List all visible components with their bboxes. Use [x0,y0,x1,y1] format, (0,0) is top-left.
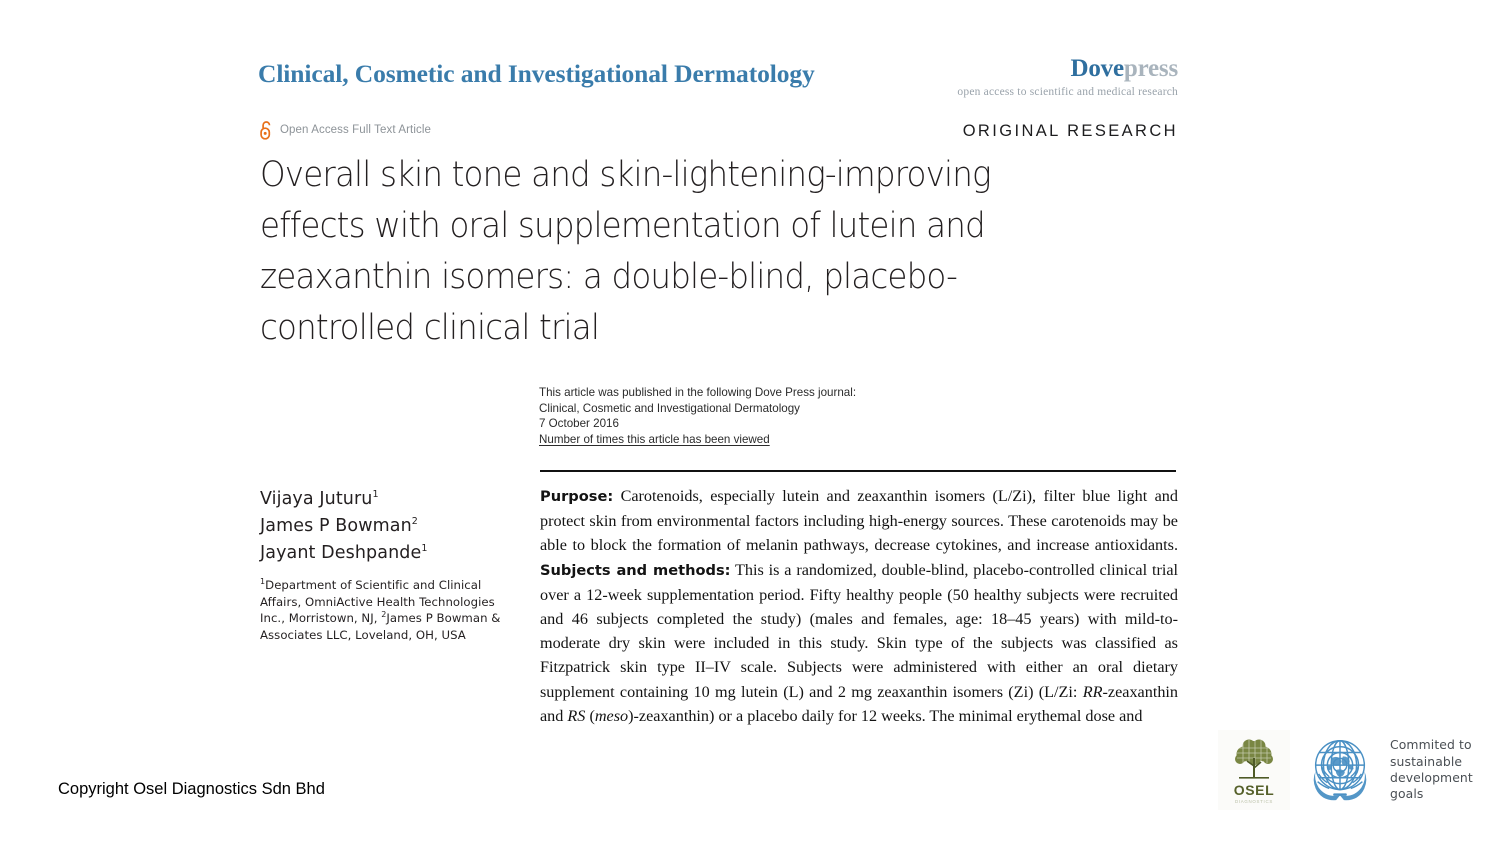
journal-title: Clinical, Cosmetic and Investigational D… [258,59,815,88]
dovepress-logo: Dovepress [758,55,1179,82]
publication-info-date: 7 October 2016 [539,417,619,431]
affiliation-2-text: James P Bowman & Associates LLC, Lovelan… [260,611,501,642]
abstract-methods-label: Subjects and methods: [540,561,731,579]
abstract-methods-text-1: This is a randomized, double-blind, plac… [540,560,1179,701]
author-2: James P Bowman2 [260,513,515,540]
united-nations-emblem-icon [1313,740,1367,801]
abstract-paragraph: Purpose: Carotenoids, especially lutein … [540,484,1178,728]
abstract-methods-text-2: -zeaxanthin and [540,682,1178,725]
affiliation-1-text: Department of Scientific and Clinical Af… [260,578,495,626]
open-access-label: Open Access Full Text Article [280,124,431,136]
article-views-link[interactable]: Number of times this article has been vi… [539,432,770,446]
publication-info-block: This article was published in the follow… [539,385,1179,447]
tree-icon [1235,739,1273,779]
author-2-marker: 2 [411,516,418,528]
article-meta-row: Open Access Full Text Article ORIGINAL R… [258,120,1178,146]
article-category: ORIGINAL RESEARCH [962,122,1178,140]
author-3: Jayant Deshpande1 [260,540,515,567]
sdg-line-1: Commited to [1390,737,1472,753]
osel-subtitle: DIAGNOSTICS [1235,799,1273,804]
article-title: Overall skin tone and skin-lightening-im… [260,155,992,348]
osel-wordmark: OSEL [1233,782,1275,798]
sdg-commitment-text: Commited to sustainable development goal… [1390,737,1473,803]
abstract-methods-text-3: ( [585,706,595,725]
journal-page-scan: Clinical, Cosmetic and Investigational D… [258,40,1178,730]
author-block: Vijaya Juturu1 James P Bowman2 Jayant De… [260,486,515,643]
publisher-logo-block: Dovepress open access to scientific and … [758,55,1179,99]
affiliations-block: 1Department of Scientific and Clinical A… [260,577,515,643]
osel-logo: OSEL DIAGNOSTICS [1218,730,1290,810]
abstract-purpose-label: Purpose: [540,488,614,505]
abstract-methods-italic-2: RS [567,706,586,725]
abstract-methods-italic-3: meso [594,706,629,725]
author-3-marker: 1 [421,543,428,555]
author-2-name: James P Bowman [260,516,412,536]
author-1-name: Vijaya Juturu [260,489,373,509]
publisher-tagline: open access to scientific and medical re… [957,86,1178,99]
abstract-purpose-text: Carotenoids, especially lutein and zeaxa… [540,487,1178,555]
author-1-marker: 1 [372,489,379,501]
horizontal-divider [540,470,1176,472]
dovepress-logo-press: press [1123,55,1178,82]
publication-info-journal: Clinical, Cosmetic and Investigational D… [539,401,800,415]
author-3-name: Jayant Deshpande [260,543,422,563]
publication-info-line1: This article was published in the follow… [539,386,857,399]
abstract-block: Purpose: Carotenoids, especially lutein … [540,484,1178,728]
copyright-text: Copyright Osel Diagnostics Sdn Bhd [58,780,325,798]
dovepress-logo-dove: Dove [1070,55,1125,82]
sdg-line-4: goals [1390,786,1424,802]
affiliation-2-marker: 2 [381,610,387,620]
abstract-methods-text-4: )-zeaxanthin) or a placebo daily for 12 … [628,706,1143,725]
journal-masthead: Clinical, Cosmetic and Investigational D… [258,50,1178,112]
open-access-lock-icon [260,121,271,140]
sdg-line-3: development [1390,770,1473,785]
footer-logo-strip: OSEL DIAGNOSTICS [1218,722,1500,818]
open-access-group: Open Access Full Text Article [260,120,431,140]
author-1: Vijaya Juturu1 [260,486,515,513]
affiliation-1-marker: 1 [260,577,266,587]
abstract-methods-italic-1: RR [1082,682,1103,701]
sdg-line-2: sustainable [1390,753,1463,769]
